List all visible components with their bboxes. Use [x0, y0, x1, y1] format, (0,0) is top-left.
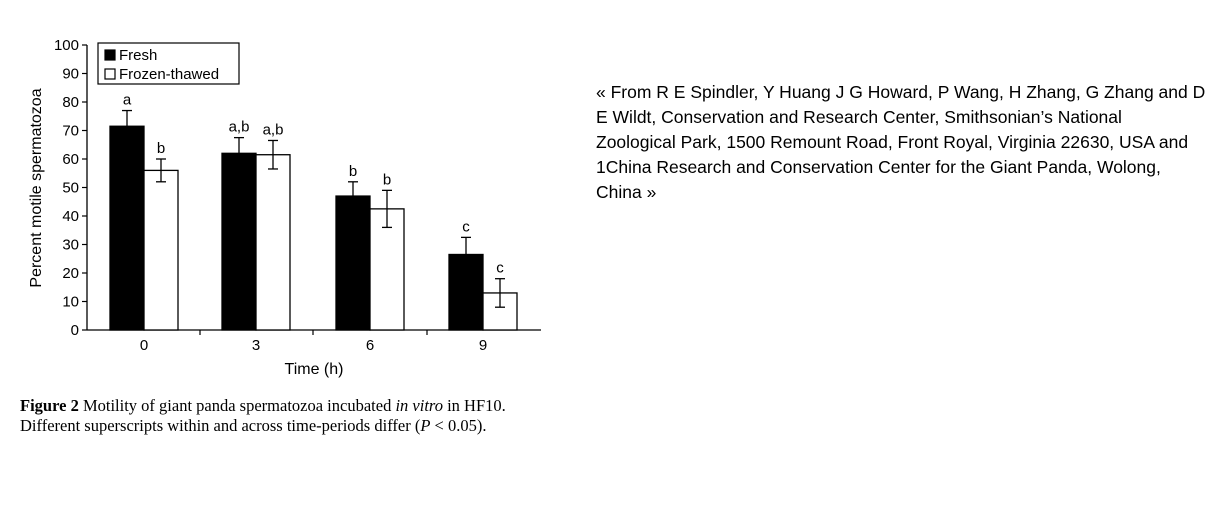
- y-axis-title: Percent motile spermatozoa: [28, 88, 45, 287]
- legend-label-frozen-thawed: Frozen-thawed: [119, 66, 219, 83]
- bar-frozen-thawed: [369, 208, 405, 331]
- source-citation: « From R E Spindler, Y Huang J G Howard,…: [596, 82, 1206, 202]
- x-tick-label: 0: [140, 337, 148, 354]
- y-tick-label: 90: [62, 66, 79, 83]
- x-tick-label: 3: [252, 337, 260, 354]
- caption-italic-text: in vitro: [395, 396, 443, 415]
- figure-caption: Figure 2 Motility of giant panda spermat…: [20, 396, 540, 436]
- y-tick-label: 60: [62, 151, 79, 168]
- y-tick-label: 70: [62, 123, 79, 140]
- y-tick-label: 0: [71, 322, 79, 339]
- y-tick-label: 50: [62, 180, 79, 197]
- significance-label-fresh: a: [123, 92, 132, 109]
- figure-label: Figure 2: [20, 396, 79, 415]
- bars: a a,b b c b a,b b c: [109, 92, 518, 331]
- legend-swatch-fresh: [104, 49, 116, 61]
- bar-fresh: [109, 125, 145, 331]
- significance-label-frozen-thawed: b: [157, 140, 165, 157]
- y-tick-label: 20: [62, 265, 79, 282]
- bar-frozen-thawed: [143, 169, 179, 331]
- x-tick-label: 9: [479, 337, 487, 354]
- y-tick-label: 80: [62, 94, 79, 111]
- x-tick-label: 6: [366, 337, 374, 354]
- caption-p-symbol: P: [420, 416, 431, 435]
- caption-p-value: < 0.05).: [434, 416, 487, 435]
- legend: Fresh Frozen-thawed: [97, 42, 240, 85]
- significance-label-frozen-thawed: a,b: [263, 121, 284, 138]
- bar-frozen-thawed: [255, 154, 291, 331]
- legend-box: [97, 42, 240, 85]
- x-axis: 0 3 6 9: [87, 329, 541, 354]
- bar-fresh: [335, 195, 371, 331]
- caption-open-paren: (: [414, 416, 421, 435]
- significance-label-fresh: b: [349, 163, 357, 180]
- y-tick-label: 100: [54, 37, 79, 54]
- x-axis-title: Time (h): [285, 361, 344, 378]
- significance-label-fresh: c: [462, 218, 470, 235]
- bar-fresh: [221, 152, 257, 331]
- caption-text: Motility of giant panda spermatozoa incu…: [82, 396, 392, 415]
- y-tick-label: 30: [62, 237, 79, 254]
- legend-swatch-frozen-thawed: [104, 68, 116, 80]
- legend-label-fresh: Fresh: [119, 47, 157, 64]
- y-tick-label: 40: [62, 208, 79, 225]
- significance-label-frozen-thawed: c: [496, 260, 504, 277]
- bar-chart: 0 10 20 30 40 50 60 70 80 90 100 0 3 6 9 a a,b b c b a,b b c…: [28, 37, 541, 378]
- significance-label-fresh: a,b: [229, 119, 250, 136]
- significance-label-frozen-thawed: b: [383, 171, 391, 188]
- y-axis: 0 10 20 30 40 50 60 70 80 90 100: [54, 37, 88, 339]
- y-tick-label: 10: [62, 294, 79, 311]
- caption-text-continued: in HF10. Different superscripts within a…: [20, 396, 506, 435]
